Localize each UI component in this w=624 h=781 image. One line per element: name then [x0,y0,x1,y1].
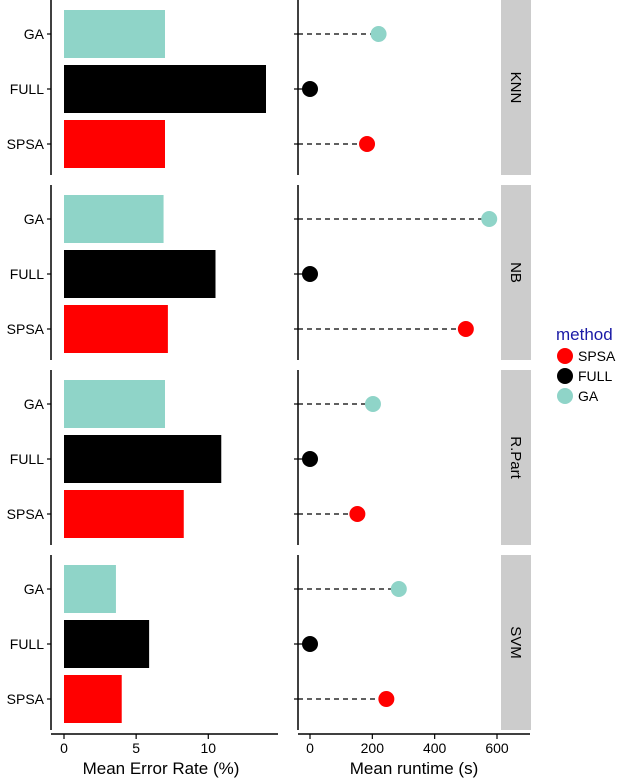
runtime-point-spsa [349,506,366,522]
y-tick-label-full: FULL [10,636,44,652]
legend-title: method [556,325,613,344]
bar-spsa [64,490,184,538]
facet-strip-label: KNN [507,72,524,104]
panel-svm: GA FULL SPSA SVM [7,555,531,730]
error-x-tick-label: 0 [60,740,68,756]
runtime-point-spsa [359,136,376,152]
y-tick-label-ga: GA [24,26,45,42]
y-tick-label-full: FULL [10,81,44,97]
panels-layer: GA FULL SPSA KNN GA FULL SPSA NB GA FULL SPSA R.Par… [7,0,531,730]
runtime-x-tick-label: 0 [306,740,314,756]
runtime-x-tick-label: 600 [485,740,509,756]
runtime-point-ga [364,396,381,412]
runtime-point-ga [390,581,407,597]
runtime-x-tick-label: 400 [423,740,447,756]
y-tick-label-ga: GA [24,581,45,597]
legend-key-spsa [557,348,573,364]
legend-label-spsa: SPSA [578,348,616,364]
y-tick-label-full: FULL [10,451,44,467]
bar-spsa [64,120,165,168]
runtime-point-ga [370,26,387,42]
facet-strip [501,185,531,360]
bar-ga [64,380,165,428]
bar-ga [64,195,164,243]
bar-full [64,620,150,668]
panel-r-part: GA FULL SPSA R.Part [7,370,531,545]
legend-key-full [557,368,573,384]
runtime-axis-title: Mean runtime (s) [350,759,478,778]
runtime-point-ga [481,211,498,227]
facet-strip [501,555,531,730]
facet-strip-label: R.Part [507,436,524,479]
bar-ga [64,10,165,58]
panel-nb: GA FULL SPSA NB [7,185,531,360]
runtime-point-spsa [378,691,395,707]
legend-key-ga [557,388,573,404]
runtime-x-tick-label: 200 [361,740,385,756]
error-x-tick-label: 10 [200,740,216,756]
facet-strip-label: NB [507,262,524,283]
runtime-point-full [302,636,318,652]
bar-full [64,250,216,298]
axes-layer: Mean Error Rate (%) Mean runtime (s) 0 5 1… [51,733,530,778]
y-tick-label-spsa: SPSA [7,136,45,152]
legend-label-ga: GA [578,388,599,404]
runtime-point-full [302,81,318,97]
panel-knn: GA FULL SPSA KNN [7,0,531,175]
runtime-point-spsa [457,321,474,337]
facet-strip [501,370,531,545]
y-tick-label-full: FULL [10,266,44,282]
facet-strip-label: SVM [507,626,524,659]
y-tick-label-ga: GA [24,211,45,227]
error-rate-axis-title: Mean Error Rate (%) [83,759,240,778]
bar-spsa [64,675,122,723]
bar-full [64,65,266,113]
facet-strip [501,0,531,175]
error-x-tick-label: 5 [132,740,140,756]
runtime-point-full [302,266,318,282]
y-tick-label-spsa: SPSA [7,321,45,337]
y-tick-label-spsa: SPSA [7,691,45,707]
bar-ga [64,565,116,613]
y-tick-label-spsa: SPSA [7,506,45,522]
bar-full [64,435,222,483]
bar-spsa [64,305,168,353]
legend: method SPSA FULL GA [556,325,616,404]
runtime-point-full [302,451,318,467]
y-tick-label-ga: GA [24,396,45,412]
legend-label-full: FULL [578,368,612,384]
